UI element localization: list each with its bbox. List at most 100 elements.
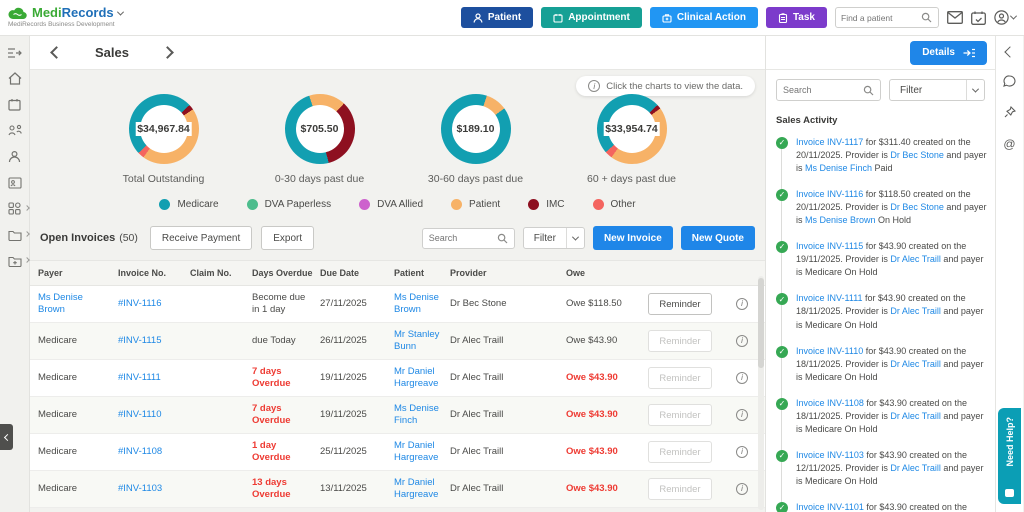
cell-patient-link[interactable]: Mr Daniel Hargreave [394, 365, 439, 389]
row-info-icon[interactable]: i [736, 409, 748, 422]
cell-invoice-link[interactable]: #INV-1108 [118, 445, 163, 457]
activity-status: On Hold [875, 215, 912, 226]
row-info-icon[interactable]: i [736, 372, 748, 385]
clinical-action-button[interactable]: Clinical Action [649, 7, 758, 28]
check-circle-icon: ✓ [776, 397, 788, 410]
reminder-button[interactable]: Reminder [648, 404, 712, 426]
activity-provider-link[interactable]: Dr Alec Traill [890, 254, 941, 265]
row-info-icon[interactable]: i [736, 483, 748, 496]
reminder-button[interactable]: Reminder [648, 441, 712, 463]
prev-page-chevron-icon[interactable] [50, 46, 63, 59]
invoices-search-input[interactable] [428, 233, 497, 243]
left-panel-toggle-tab[interactable] [0, 424, 13, 450]
details-button[interactable]: Details [910, 40, 987, 65]
donut-ring[interactable]: $34,967.84 [128, 94, 199, 164]
cell-patient-link[interactable]: Mr Daniel Hargreave [394, 439, 439, 463]
find-patient-input[interactable] [841, 12, 921, 23]
apps-chevron-icon [23, 205, 30, 211]
cell-invoice-link[interactable]: #INV-1111 [118, 371, 161, 383]
reminder-button[interactable]: Reminder [648, 478, 712, 500]
patient-button[interactable]: Patient [460, 7, 534, 28]
activity-entry: ✓ Invoice INV-1116 for $118.50 created o… [776, 188, 987, 242]
cell-owe: Owe $43.90 [566, 334, 618, 346]
activity-entry: ✓ Invoice INV-1111 for $43.90 created on… [776, 292, 987, 346]
cell-invoice-link[interactable]: #INV-1116 [118, 297, 162, 309]
cell-invoice-link[interactable]: #INV-1115 [118, 334, 162, 346]
activity-provider-link[interactable]: Dr Alec Traill [890, 462, 941, 473]
activity-invoice-link[interactable]: Invoice INV-1108 [796, 397, 864, 408]
activity-invoice-link[interactable]: Invoice INV-1111 [796, 293, 863, 304]
donut-ring[interactable]: $33,954.74 [596, 94, 667, 164]
brand-block[interactable]: MediRecords MediRecords Business Develop… [8, 6, 124, 28]
activity-provider-link[interactable]: Dr Alec Traill [890, 410, 941, 421]
pin-icon[interactable] [1004, 106, 1016, 118]
activity-invoice-link[interactable]: Invoice INV-1103 [796, 449, 864, 460]
folder-add-icon[interactable] [4, 253, 30, 268]
activity-filter-dropdown[interactable]: Filter [889, 79, 985, 101]
new-invoice-button[interactable]: New Invoice [592, 226, 673, 250]
activity-provider-link[interactable]: Dr Alec Traill [890, 358, 941, 369]
apps-grid-icon[interactable] [4, 201, 30, 216]
cell-patient-link[interactable]: Ms Denise Brown [394, 291, 439, 315]
expand-menu-icon[interactable] [4, 45, 26, 60]
receive-payment-button[interactable]: Receive Payment [149, 226, 253, 250]
chat-bubble-icon[interactable] [1003, 75, 1016, 87]
activity-provider-link[interactable]: Dr Bec Stone [890, 150, 944, 161]
invoices-table: Payer Invoice No. Claim No. Days Overdue D… [30, 260, 765, 508]
next-page-chevron-icon[interactable] [161, 46, 174, 59]
invoices-filter-dropdown[interactable]: Filter [522, 227, 585, 249]
referrals-icon[interactable] [4, 123, 26, 138]
row-info-icon[interactable]: i [736, 298, 748, 311]
reminder-button[interactable]: Reminder [648, 367, 712, 389]
cell-patient-link[interactable]: Mr Stanley Bunn [394, 328, 440, 352]
collapse-panel-chevron-icon[interactable] [1003, 46, 1016, 58]
activity-entry: ✓ Invoice INV-1117 for $311.40 created o… [776, 136, 987, 190]
donut-ring[interactable]: $189.10 [440, 94, 511, 164]
activity-invoice-link[interactable]: Invoice INV-1117 [796, 137, 864, 147]
cell-invoice-link[interactable]: #INV-1110 [118, 408, 162, 420]
clinical-action-icon [662, 13, 672, 23]
contacts-card-icon[interactable] [4, 175, 26, 190]
cell-invoice-link[interactable]: #INV-1103 [118, 482, 163, 494]
export-button[interactable]: Export [261, 226, 315, 250]
appointment-button[interactable]: Appointment [541, 7, 642, 28]
account-menu-button[interactable] [994, 10, 1018, 25]
legend-item: Other [592, 199, 636, 210]
home-icon[interactable] [4, 71, 26, 86]
donut-amount: $34,967.84 [135, 122, 192, 136]
mentions-icon[interactable]: @ [1003, 137, 1016, 151]
activity-invoice-link[interactable]: Invoice INV-1110 [796, 345, 864, 356]
find-patient-search[interactable] [835, 7, 939, 28]
activity-provider-link[interactable]: Dr Alec Traill [890, 306, 941, 317]
cell-patient-link[interactable]: Ms Denise Finch [394, 402, 439, 426]
need-help-button[interactable]: Need Help? [998, 408, 1021, 504]
table-scrollbar[interactable] [758, 276, 764, 510]
cell-patient-link[interactable]: Mr Daniel Hargreave [394, 476, 439, 500]
row-info-icon[interactable]: i [736, 446, 748, 459]
folder-icon[interactable] [4, 227, 30, 242]
activity-provider-link[interactable]: Dr Bec Stone [890, 202, 944, 213]
calendar-button[interactable] [971, 11, 986, 25]
cell-provider: Dr Alec Traill [450, 482, 504, 494]
activity-invoice-link[interactable]: Invoice INV-1101 [796, 501, 864, 512]
task-button[interactable]: Task [765, 7, 827, 28]
donut-ring[interactable]: $705.50 [284, 94, 355, 164]
check-circle-icon: ✓ [776, 501, 788, 512]
calendar-nav-icon[interactable] [4, 97, 26, 112]
reminder-button[interactable]: Reminder [648, 330, 712, 352]
activity-search-input[interactable] [783, 85, 863, 95]
legend-dot-icon [592, 199, 604, 210]
patients-icon[interactable] [4, 149, 26, 164]
row-info-icon[interactable]: i [736, 335, 748, 348]
new-quote-button[interactable]: New Quote [680, 226, 755, 250]
activity-invoice-link[interactable]: Invoice INV-1115 [796, 241, 864, 252]
cell-days-overdue: due Today [252, 334, 296, 346]
activity-invoice-link[interactable]: Invoice INV-1116 [796, 189, 864, 200]
invoices-search[interactable] [421, 227, 515, 249]
activity-search[interactable] [776, 79, 881, 101]
messages-button[interactable] [947, 11, 963, 24]
brand-chevron-down-icon[interactable] [116, 8, 124, 16]
activity-status: On Hold [842, 319, 878, 330]
reminder-button[interactable]: Reminder [648, 293, 712, 315]
